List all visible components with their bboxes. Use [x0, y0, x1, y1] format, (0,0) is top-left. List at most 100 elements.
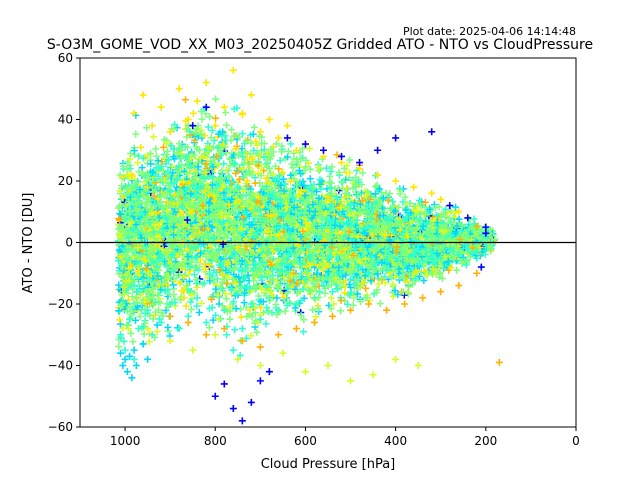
- density-mark: [138, 164, 146, 172]
- density-mark: [164, 168, 172, 176]
- density-mark: [306, 165, 314, 173]
- density-mark: [187, 306, 195, 314]
- density-mark: [253, 141, 261, 149]
- density-mark: [193, 302, 201, 310]
- density-mark: [149, 315, 157, 323]
- density-mark: [116, 316, 124, 324]
- density-mark: [268, 309, 276, 317]
- density-mark: [212, 114, 220, 122]
- density-mark: [273, 294, 281, 302]
- density-mark: [243, 154, 251, 162]
- density-mark: [343, 184, 351, 192]
- density-mark: [238, 130, 246, 138]
- density-mark: [359, 169, 367, 177]
- density-mark: [202, 253, 210, 261]
- density-mark: [262, 320, 270, 328]
- density-mark: [115, 281, 123, 289]
- density-mark: [253, 328, 261, 336]
- density-mark: [129, 338, 137, 346]
- density-mark: [430, 201, 438, 209]
- density-mark: [263, 304, 271, 312]
- density-mark: [135, 282, 143, 290]
- density-mark: [132, 130, 140, 138]
- density-mark: [182, 302, 190, 310]
- density-mark: [223, 280, 231, 288]
- density-mark: [198, 115, 206, 123]
- density-mark: [153, 321, 161, 329]
- density-mark: [176, 143, 184, 151]
- density-mark: [222, 295, 230, 303]
- density-mark: [312, 313, 320, 321]
- density-mark: [296, 148, 304, 156]
- density-mark: [204, 123, 212, 131]
- density-mark: [182, 96, 190, 104]
- density-mark: [294, 158, 302, 166]
- density-mark: [189, 109, 197, 117]
- density-mark: [158, 309, 166, 317]
- density-mark: [250, 146, 258, 154]
- density-mark: [453, 266, 461, 274]
- density-mark: [404, 290, 412, 298]
- density-mark: [219, 302, 227, 310]
- density-mark: [167, 163, 175, 171]
- density-mark: [276, 157, 284, 165]
- density-mark: [262, 271, 270, 279]
- density-mark: [125, 296, 133, 304]
- density-mark: [327, 168, 335, 176]
- density-mark: [159, 312, 167, 320]
- chart-title: S-O3M_GOME_VOD_XX_M03_20250405Z Gridded …: [47, 37, 593, 53]
- density-mark: [338, 178, 346, 186]
- density-mark: [164, 323, 172, 331]
- density-mark: [197, 256, 205, 264]
- density-mark: [223, 331, 231, 339]
- scatter-density-cloud: [114, 95, 499, 359]
- density-mark: [380, 208, 388, 216]
- density-mark: [257, 171, 265, 179]
- density-mark: [275, 208, 283, 216]
- density-mark: [207, 157, 215, 165]
- density-mark: [372, 190, 380, 198]
- density-mark: [309, 306, 317, 314]
- density-mark: [328, 163, 336, 171]
- density-mark: [115, 342, 123, 350]
- density-mark: [316, 288, 324, 296]
- density-mark: [287, 140, 295, 148]
- density-mark: [376, 300, 384, 308]
- density-mark: [333, 151, 341, 159]
- density-mark: [451, 214, 459, 222]
- density-mark: [132, 316, 140, 324]
- density-mark: [249, 130, 257, 138]
- density-mark: [242, 334, 250, 342]
- density-mark: [135, 152, 143, 160]
- density-mark: [212, 95, 220, 103]
- density-mark: [255, 292, 263, 300]
- plot-date: Plot date: 2025-04-06 14:14:48: [403, 25, 576, 38]
- density-mark: [255, 132, 263, 140]
- density-mark: [228, 126, 236, 134]
- density-mark: [147, 202, 155, 210]
- density-mark: [399, 198, 407, 206]
- density-mark: [246, 160, 254, 168]
- density-mark: [226, 315, 234, 323]
- density-mark: [299, 328, 307, 336]
- density-mark: [149, 133, 157, 141]
- density-mark: [140, 330, 148, 338]
- density-mark: [220, 160, 228, 168]
- density-mark: [240, 299, 248, 307]
- density-mark: [134, 159, 142, 167]
- density-mark: [306, 144, 314, 152]
- density-mark: [160, 143, 168, 151]
- density-mark: [206, 277, 214, 285]
- density-mark: [201, 161, 209, 169]
- density-mark: [209, 316, 217, 324]
- density-mark: [341, 289, 349, 297]
- density-mark: [222, 149, 230, 157]
- density-mark: [401, 193, 409, 201]
- density-mark: [191, 264, 199, 272]
- density-mark: [206, 113, 214, 121]
- density-mark: [152, 145, 160, 153]
- density-mark: [300, 316, 308, 324]
- density-mark: [288, 160, 296, 168]
- density-mark: [231, 326, 239, 334]
